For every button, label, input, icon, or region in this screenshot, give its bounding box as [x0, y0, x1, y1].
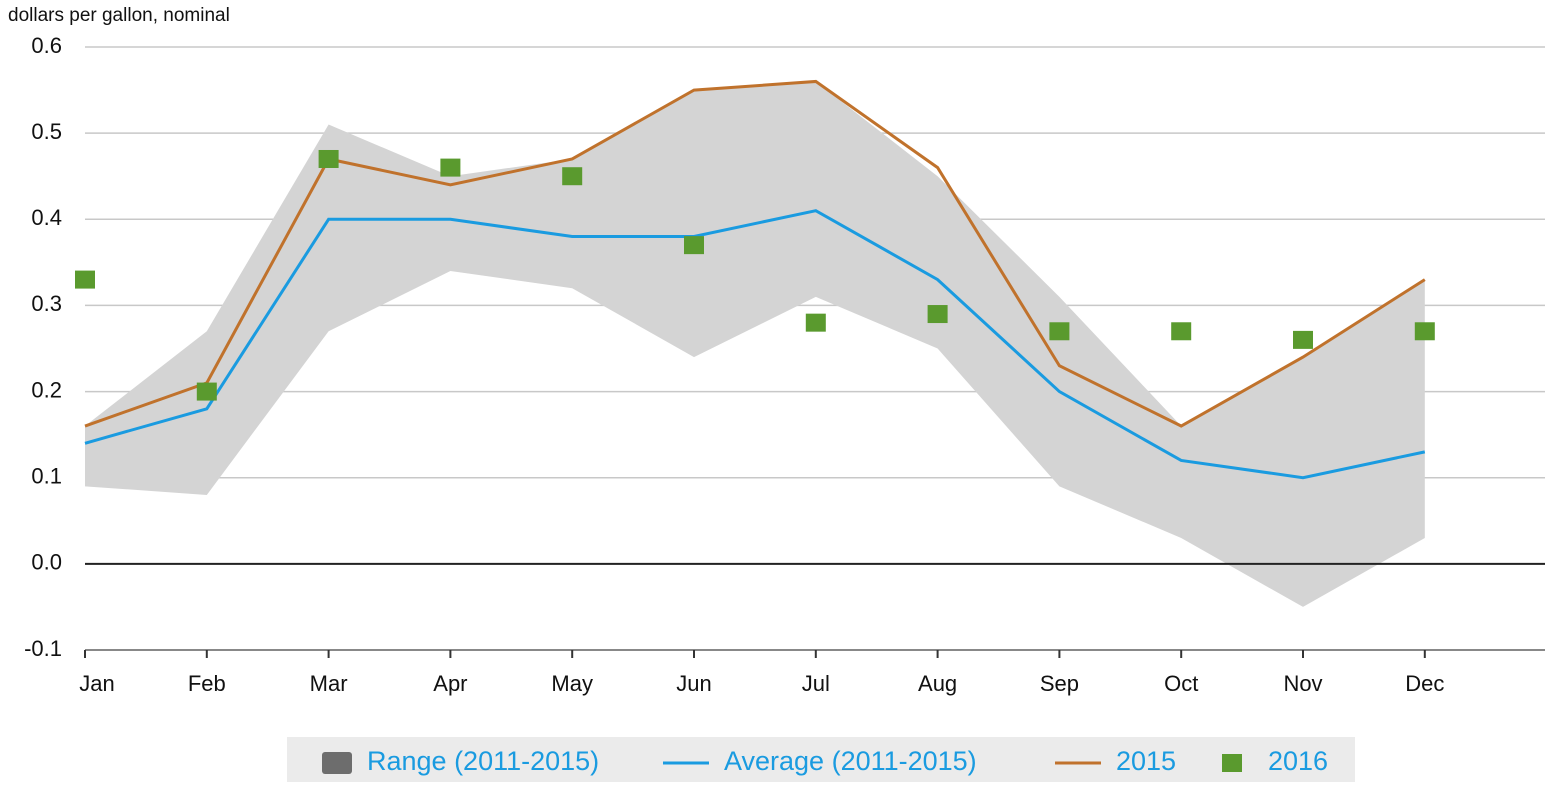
x-tick-label: Jun	[676, 671, 711, 696]
point	[684, 236, 704, 255]
y-tick-label: 0.4	[31, 205, 62, 230]
legend-swatch	[322, 752, 352, 774]
x-tick-label: Jul	[802, 671, 830, 696]
y-tick-label: 0.0	[31, 550, 62, 575]
point	[1414, 322, 1435, 341]
x-tick-label: Jan	[79, 671, 114, 696]
point	[1293, 330, 1313, 349]
point	[318, 149, 339, 168]
legend-label: Average (2011-2015)	[724, 746, 977, 776]
y-tick-label: 0.2	[31, 377, 62, 402]
point	[196, 382, 217, 401]
point	[1049, 322, 1070, 341]
line	[84, 209, 1426, 480]
x-tick-label: Nov	[1283, 671, 1322, 696]
y-tick-label: 0.3	[31, 291, 62, 316]
line	[84, 79, 1426, 428]
legend-label: 2015	[1116, 746, 1176, 776]
x-tick-label: Sep	[1040, 671, 1079, 696]
point	[1171, 322, 1192, 341]
y-tick-label: 0.5	[31, 119, 62, 144]
legend-background	[287, 737, 1355, 782]
x-tick-label: May	[551, 671, 593, 696]
point	[75, 270, 95, 289]
legend-swatch	[1222, 754, 1242, 772]
y-tick-label: -0.1	[24, 636, 62, 661]
point	[805, 313, 826, 332]
point	[927, 305, 948, 324]
x-tick-label: Feb	[188, 671, 226, 696]
y-tick-label: 0.6	[31, 33, 62, 58]
x-tick-label: Oct	[1164, 671, 1198, 696]
x-tick-label: Aug	[918, 671, 957, 696]
y-tick-label: 0.1	[31, 464, 62, 489]
range-area	[85, 81, 1425, 607]
point	[562, 167, 583, 186]
legend-label: Range (2011-2015)	[367, 746, 599, 776]
x-tick-label: Dec	[1405, 671, 1444, 696]
point	[440, 158, 461, 177]
legend-label: 2016	[1268, 746, 1328, 776]
y-axis-label: dollars per gallon, nominal	[8, 5, 230, 26]
x-tick-label: Mar	[310, 671, 348, 696]
x-tick-label: Apr	[433, 671, 467, 696]
